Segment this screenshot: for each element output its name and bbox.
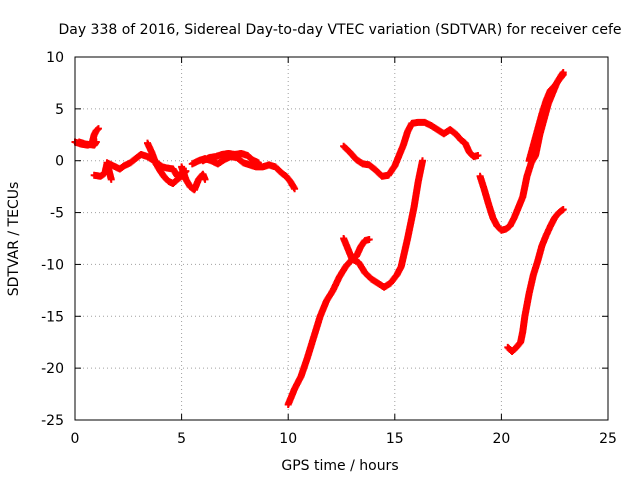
chart-title: Day 338 of 2016, Sidereal Day-to-day VTE… — [58, 22, 621, 38]
data-series-seg2 — [75, 138, 100, 149]
data-markers — [525, 71, 567, 165]
data-series-seg8 — [199, 149, 262, 167]
grid-lines — [75, 57, 608, 420]
x-tick-label: 20 — [492, 431, 510, 447]
x-tick-label: 5 — [177, 431, 186, 447]
data-points — [71, 69, 567, 408]
y-tick-label: -10 — [41, 257, 64, 273]
data-markers — [178, 163, 209, 194]
y-tick-label: -25 — [41, 413, 64, 429]
y-tick-label: 5 — [55, 102, 64, 118]
data-markers — [476, 69, 567, 234]
data-series-seg10 — [340, 235, 373, 263]
data-markers — [199, 149, 262, 167]
data-markers — [284, 157, 427, 408]
y-tick-label: 10 — [46, 50, 64, 66]
y-tick-label: -15 — [41, 309, 64, 325]
y-tick-label: -5 — [50, 206, 64, 222]
data-markers — [340, 118, 482, 180]
y-tick-label: 0 — [55, 154, 64, 170]
data-series-seg14 — [504, 205, 567, 356]
data-markers — [504, 205, 567, 356]
y-axis-label: SDTVAR / TECUs — [6, 182, 22, 297]
data-markers — [103, 150, 186, 180]
data-series-seg6 — [178, 163, 209, 194]
y-axis-ticks: -25 -20 -15 -10 -5 0 5 10 — [41, 50, 608, 429]
x-tick-label: 25 — [599, 431, 617, 447]
x-tick-label: 10 — [279, 431, 297, 447]
x-tick-label: 0 — [71, 431, 80, 447]
plot-frame — [74, 56, 609, 421]
data-series-seg12 — [476, 69, 567, 234]
x-axis-ticks: 0 5 10 15 20 25 — [71, 57, 617, 447]
x-axis-label: GPS time / hours — [281, 458, 398, 474]
y-tick-label: -20 — [41, 361, 64, 377]
data-series-seg11 — [340, 118, 482, 180]
x-tick-label: 15 — [386, 431, 404, 447]
data-markers — [340, 235, 373, 263]
data-series-seg4 — [103, 150, 186, 180]
data-series-seg9 — [284, 157, 427, 408]
data-markers — [75, 138, 100, 149]
data-series-seg13 — [525, 71, 567, 165]
